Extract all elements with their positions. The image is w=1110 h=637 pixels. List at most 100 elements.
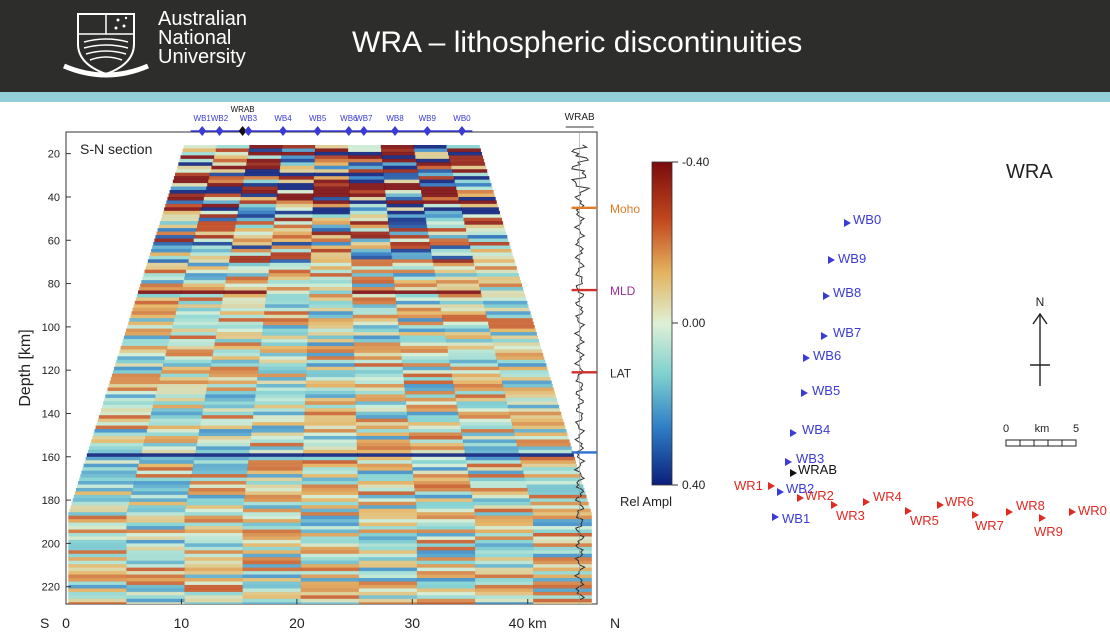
section-band bbox=[403, 377, 454, 381]
section-band bbox=[351, 259, 393, 264]
section-band bbox=[424, 210, 463, 215]
section-band bbox=[211, 165, 247, 170]
section-band bbox=[174, 314, 221, 319]
section-band bbox=[475, 584, 534, 589]
wrab-trace bbox=[570, 132, 597, 604]
section-band bbox=[103, 401, 155, 406]
section-band bbox=[400, 342, 448, 347]
station-marker-wb1 bbox=[198, 126, 207, 136]
section-band bbox=[429, 238, 470, 243]
section-band bbox=[355, 408, 408, 413]
section-band bbox=[414, 151, 449, 156]
section-band bbox=[301, 484, 359, 489]
station-label-wr7: WR7 bbox=[975, 518, 1004, 533]
section-band bbox=[112, 370, 162, 374]
section-band bbox=[218, 321, 264, 326]
section-band bbox=[141, 449, 197, 454]
section-band bbox=[393, 269, 436, 274]
section-band bbox=[416, 602, 476, 604]
section-band bbox=[279, 172, 315, 177]
section-band bbox=[212, 162, 247, 167]
station-label-wb0: WB0 bbox=[853, 212, 881, 227]
section-band bbox=[126, 543, 186, 548]
section-band bbox=[142, 276, 185, 281]
section-band bbox=[126, 522, 186, 527]
section-band bbox=[418, 172, 454, 177]
section-band bbox=[450, 363, 499, 368]
section-band bbox=[209, 373, 259, 378]
section-band bbox=[475, 512, 534, 516]
section-band bbox=[358, 557, 418, 561]
section-band bbox=[414, 148, 448, 153]
section-band bbox=[104, 397, 156, 402]
section-band bbox=[68, 602, 128, 604]
section-band bbox=[237, 210, 276, 215]
section-band bbox=[310, 262, 353, 267]
section-band bbox=[436, 283, 480, 288]
section-band bbox=[358, 598, 418, 603]
section-band bbox=[126, 529, 186, 534]
section-band bbox=[399, 332, 446, 336]
section-band bbox=[244, 491, 303, 496]
section-band bbox=[242, 508, 302, 513]
section-band bbox=[415, 494, 473, 499]
section-band bbox=[214, 151, 249, 156]
station-marker-wb6 bbox=[344, 126, 353, 136]
section-band bbox=[529, 494, 587, 499]
section-band bbox=[350, 221, 389, 225]
section-band bbox=[348, 176, 385, 180]
section-band bbox=[199, 214, 238, 219]
section-band bbox=[502, 380, 552, 385]
section-band bbox=[358, 519, 418, 523]
section-band bbox=[455, 183, 492, 187]
section-band bbox=[152, 245, 193, 250]
section-band bbox=[462, 435, 516, 440]
station-label-wb5: WB5 bbox=[812, 383, 840, 398]
station-label-wr1: WR1 bbox=[734, 478, 763, 493]
section-band bbox=[300, 522, 360, 527]
section-band bbox=[197, 439, 252, 444]
section-band bbox=[353, 328, 400, 333]
section-band bbox=[68, 529, 128, 534]
section-band bbox=[132, 307, 178, 312]
section-band bbox=[301, 487, 359, 492]
section-band bbox=[306, 370, 356, 374]
section-band bbox=[201, 418, 254, 423]
section-band bbox=[533, 602, 592, 604]
section-band bbox=[169, 190, 207, 194]
x-tick-label: 40 km bbox=[509, 615, 547, 631]
depth-tick-label: 100 bbox=[42, 322, 60, 334]
section-band bbox=[358, 491, 416, 496]
section-band bbox=[306, 356, 355, 361]
section-band bbox=[229, 259, 271, 264]
section-band bbox=[85, 456, 141, 461]
section-band bbox=[475, 546, 534, 551]
section-band bbox=[383, 172, 419, 177]
section-band bbox=[202, 411, 255, 416]
section-band bbox=[475, 564, 534, 568]
section-band bbox=[245, 481, 303, 485]
section-band bbox=[167, 345, 215, 350]
section-band bbox=[353, 335, 401, 340]
section-band bbox=[353, 338, 401, 343]
section-band bbox=[354, 380, 405, 385]
section-band bbox=[469, 481, 527, 485]
section-band bbox=[390, 241, 431, 246]
section-band bbox=[234, 231, 274, 236]
section-band bbox=[153, 241, 194, 246]
section-band bbox=[352, 307, 398, 312]
section-band bbox=[242, 602, 302, 604]
section-band bbox=[416, 550, 476, 555]
section-band bbox=[303, 446, 358, 451]
section-band bbox=[312, 207, 351, 212]
section-band bbox=[353, 325, 400, 329]
section-band bbox=[242, 532, 302, 537]
section-band bbox=[126, 598, 186, 603]
section-band bbox=[126, 546, 186, 551]
section-band bbox=[301, 494, 359, 499]
section-band bbox=[475, 266, 517, 271]
section-band bbox=[308, 300, 354, 305]
section-band bbox=[260, 342, 308, 347]
section-band bbox=[257, 370, 307, 374]
section-band bbox=[218, 318, 265, 322]
